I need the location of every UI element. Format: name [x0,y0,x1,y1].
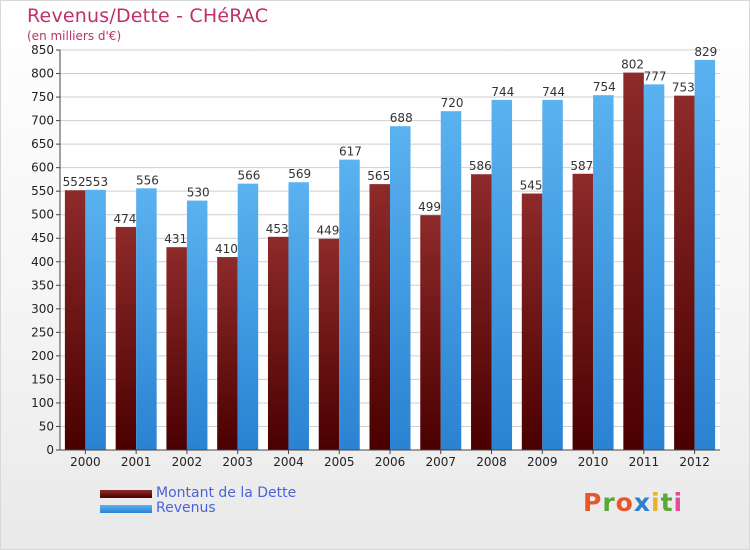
data-label-dette: 587 [570,159,593,173]
data-label-dette: 449 [317,224,340,238]
y-tick-label: 250 [31,325,54,339]
bar-dette [471,174,492,450]
bar-revenus [339,159,360,450]
bar-dette [267,236,289,450]
data-label-dette: 753 [672,81,695,95]
y-tick-label: 200 [31,349,54,363]
y-tick-label: 850 [31,43,54,57]
proxiti-logo: Proxiti [583,488,683,517]
y-tick-label: 100 [31,396,54,410]
bar-revenus [542,99,563,450]
chart-title: Revenus/Dette - CHéRAC [27,5,269,27]
bar-revenus [288,182,309,450]
x-tick-label: 2011 [629,455,660,469]
bar-dette [115,226,137,450]
data-label-revenus: 720 [441,96,464,110]
data-label-dette: 431 [164,232,187,246]
x-tick-label: 2005 [324,455,355,469]
bar-dette [166,247,187,450]
data-label-dette: 474 [113,212,136,226]
y-tick-label: 400 [31,255,54,269]
bar-dette [217,257,238,450]
data-label-dette: 802 [621,58,644,72]
bar-revenus [85,189,106,450]
data-label-revenus: 556 [136,173,159,187]
bar-revenus [643,84,665,451]
bar-revenus [694,59,716,450]
x-tick-label: 2000 [70,455,101,469]
x-tick-label: 2012 [679,455,710,469]
x-tick-label: 2006 [375,455,406,469]
data-label-dette: 410 [215,242,238,256]
y-tick-label: 600 [31,161,54,175]
bar-revenus [390,126,411,450]
data-label-dette: 565 [367,169,390,183]
data-label-revenus: 617 [339,145,362,159]
x-tick-label: 2003 [222,455,253,469]
bar-revenus [440,111,462,451]
bar-dette [623,72,644,451]
data-label-dette: 545 [520,179,543,193]
x-tick-label: 2001 [121,455,152,469]
x-tick-label: 2009 [527,455,558,469]
data-label-dette: 499 [418,200,441,214]
bar-revenus [491,99,513,450]
logo-letter: r [602,488,616,517]
data-label-dette: 453 [266,222,289,236]
y-tick-label: 500 [31,208,54,222]
logo-letter: i [673,488,684,517]
legend-label-revenus: Revenus [156,500,216,516]
logo-letter: P [583,488,603,517]
y-tick-label: 750 [31,90,54,104]
bar-dette [64,190,86,450]
logo-letter: t [660,488,674,517]
bar-dette [420,215,441,450]
bar-dette [521,193,543,450]
y-tick-label: 0 [46,443,54,457]
bar-revenus [593,95,614,451]
y-tick-label: 650 [31,137,54,151]
data-label-revenus: 744 [491,85,514,99]
y-tick-label: 300 [31,302,54,316]
y-tick-label: 550 [31,184,54,198]
data-label-revenus: 777 [644,69,667,83]
y-tick-label: 800 [31,67,54,81]
data-label-revenus: 688 [390,111,413,125]
x-tick-label: 2002 [172,455,203,469]
data-label-revenus: 754 [593,80,616,94]
data-label-revenus: 744 [542,85,565,99]
x-tick-label: 2010 [578,455,609,469]
chart-subtitle: (en milliers d'€) [27,29,122,43]
bar-dette [674,95,695,450]
logo-letter: x [633,488,651,517]
bar-revenus [136,188,157,450]
bar-revenus [237,183,259,450]
data-label-revenus: 553 [85,175,108,189]
y-tick-label: 350 [31,278,54,292]
y-tick-label: 50 [39,419,54,433]
legend-label-dette: Montant de la Dette [156,485,297,501]
data-label-dette: 586 [469,159,492,173]
bar-dette [318,238,340,450]
data-label-revenus: 569 [288,167,311,181]
x-tick-label: 2007 [425,455,456,469]
logo-letter: i [651,488,661,517]
bar-dette [369,184,390,450]
data-label-revenus: 530 [187,186,210,200]
legend-swatch-dette [100,490,152,498]
y-tick-label: 450 [31,231,54,245]
data-label-dette: 552 [63,175,86,189]
logo-letter: o [615,488,634,517]
bar-dette [572,173,594,450]
x-tick-label: 2008 [476,455,507,469]
bar-revenus [186,200,208,450]
data-label-revenus: 829 [694,45,717,59]
data-label-revenus: 566 [237,169,260,183]
y-tick-label: 150 [31,372,54,386]
x-tick-label: 2004 [273,455,304,469]
y-tick-label: 700 [31,114,54,128]
legend-swatch-revenus [100,505,152,513]
